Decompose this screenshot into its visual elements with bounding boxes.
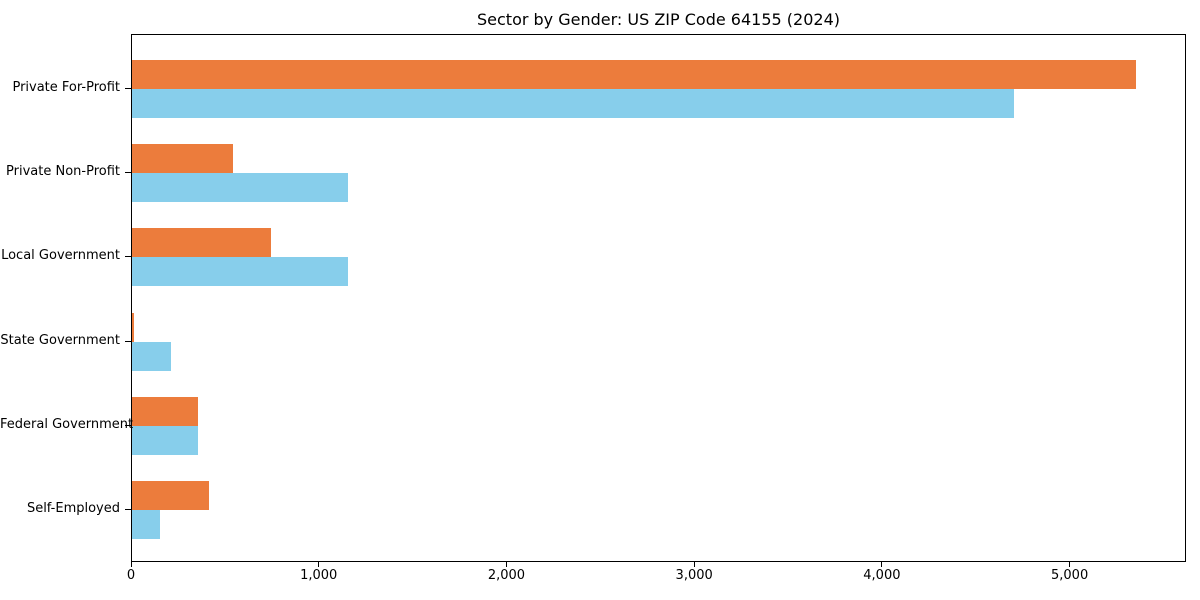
x-tick-label-5000: 5,000 <box>1051 568 1089 583</box>
x-tick-4000 <box>881 562 883 567</box>
bar-male-local-government <box>132 228 271 258</box>
bar-female-self-employed <box>132 510 161 540</box>
y-tick-self-employed <box>125 509 131 511</box>
x-tick-label-0: 0 <box>126 568 136 583</box>
x-tick-label-1000: 1,000 <box>300 568 338 583</box>
y-axis-label-private-non-profit: Private Non-Profit <box>6 164 120 180</box>
bar-male-federal-government <box>132 397 198 427</box>
y-tick-state-government <box>125 340 131 342</box>
x-tick-3000 <box>693 562 695 567</box>
y-axis-label-local-government: Local Government <box>1 248 120 264</box>
chart-title: Sector by Gender: US ZIP Code 64155 (202… <box>477 10 840 29</box>
y-tick-private-non-profit <box>125 172 131 174</box>
bar-male-self-employed <box>132 481 209 511</box>
bar-female-federal-government <box>132 426 198 456</box>
x-tick-5000 <box>1069 562 1071 567</box>
y-axis-label-self-employed: Self-Employed <box>26 501 120 517</box>
y-axis-label-federal-government: Federal Government <box>0 417 134 433</box>
x-tick-label-3000: 3,000 <box>675 568 713 583</box>
x-tick-label-4000: 4,000 <box>863 568 901 583</box>
y-axis-label-state-government: State Government <box>0 332 120 348</box>
x-tick-2000 <box>505 562 507 567</box>
plot-area: Male Female <box>131 34 1186 562</box>
bar-female-local-government <box>132 257 348 287</box>
bar-male-state-government <box>132 312 134 342</box>
x-tick-0 <box>130 562 132 567</box>
bar-female-state-government <box>132 341 172 371</box>
bar-male-private-non-profit <box>132 144 234 174</box>
y-tick-local-government <box>125 256 131 258</box>
y-tick-federal-government <box>125 425 131 427</box>
y-tick-private-for-profit <box>125 87 131 89</box>
x-tick-1000 <box>318 562 320 567</box>
y-axis-label-private-for-profit: Private For-Profit <box>12 79 120 95</box>
bar-female-private-non-profit <box>132 173 348 203</box>
bar-female-private-for-profit <box>132 88 1015 118</box>
x-tick-label-2000: 2,000 <box>487 568 526 583</box>
bar-male-private-for-profit <box>132 59 1137 89</box>
